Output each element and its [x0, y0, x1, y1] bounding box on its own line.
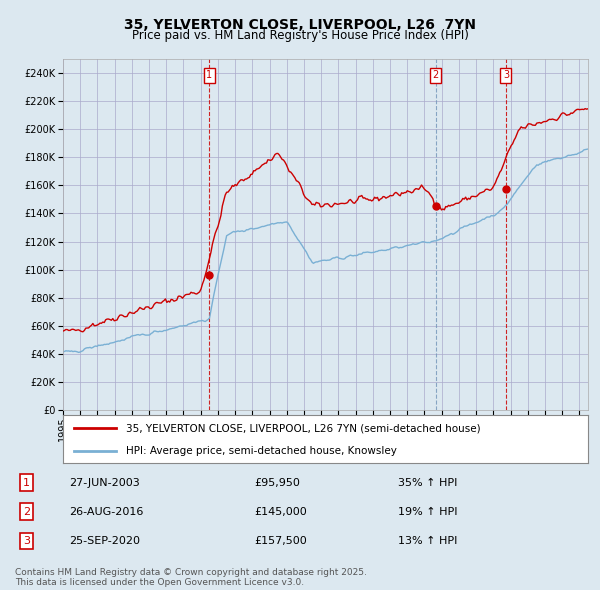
Text: £157,500: £157,500 — [254, 536, 307, 546]
Text: 3: 3 — [503, 70, 509, 80]
Text: HPI: Average price, semi-detached house, Knowsley: HPI: Average price, semi-detached house,… — [126, 446, 397, 456]
Text: 35, YELVERTON CLOSE, LIVERPOOL, L26  7YN: 35, YELVERTON CLOSE, LIVERPOOL, L26 7YN — [124, 18, 476, 32]
Text: 35, YELVERTON CLOSE, LIVERPOOL, L26 7YN (semi-detached house): 35, YELVERTON CLOSE, LIVERPOOL, L26 7YN … — [126, 423, 481, 433]
Text: £145,000: £145,000 — [254, 507, 307, 517]
Text: 2: 2 — [23, 507, 30, 517]
Text: 1: 1 — [206, 70, 212, 80]
Text: £95,950: £95,950 — [254, 477, 300, 487]
Text: 25-SEP-2020: 25-SEP-2020 — [70, 536, 140, 546]
Text: 27-JUN-2003: 27-JUN-2003 — [70, 477, 140, 487]
Text: Contains HM Land Registry data © Crown copyright and database right 2025.
This d: Contains HM Land Registry data © Crown c… — [15, 568, 367, 587]
Text: 1: 1 — [23, 477, 30, 487]
Text: 2: 2 — [433, 70, 439, 80]
Text: Price paid vs. HM Land Registry's House Price Index (HPI): Price paid vs. HM Land Registry's House … — [131, 30, 469, 42]
Text: 3: 3 — [23, 536, 30, 546]
Text: 13% ↑ HPI: 13% ↑ HPI — [398, 536, 457, 546]
Text: 35% ↑ HPI: 35% ↑ HPI — [398, 477, 457, 487]
Text: 26-AUG-2016: 26-AUG-2016 — [70, 507, 144, 517]
Text: 19% ↑ HPI: 19% ↑ HPI — [398, 507, 457, 517]
